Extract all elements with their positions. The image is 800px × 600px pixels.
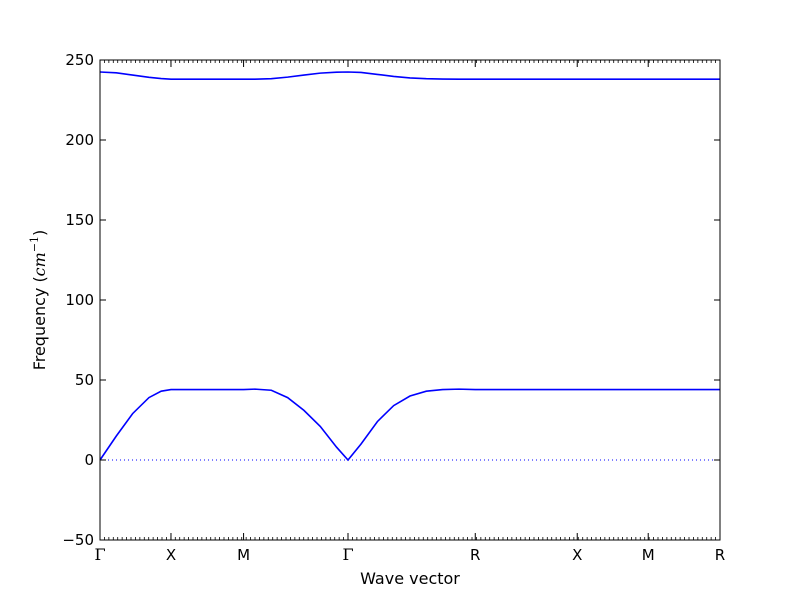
x-axis-label: Wave vector [360,569,460,588]
x-tick-label: X [572,546,582,564]
y-axis-ticks: −50 0 50 100 150 200 250 [62,51,720,549]
y-tick-label: 50 [75,371,94,389]
y-axis-label: Frequency (cm−1) [28,230,49,371]
x-tick-label: R [715,546,725,564]
x-tick-label: Γ [342,545,353,564]
y-tick-label: 100 [65,291,94,309]
x-tick-label: M [642,546,655,564]
y-tick-label: 0 [84,451,94,469]
y-axis-label-prefix: Frequency ( [30,276,49,370]
y-tick-label: 200 [65,131,94,149]
x-tick-label: M [237,546,250,564]
x-tick-label: Γ [94,545,105,564]
y-tick-label: −50 [62,531,94,549]
plot-area [100,60,720,540]
plot-frame [99,59,721,541]
y-axis-label-exponent: −1 [28,236,41,252]
y-axis-label-suffix: ) [30,230,49,236]
x-tick-label: R [470,546,480,564]
band-line-2 [99,71,720,80]
y-tick-label: 150 [65,211,94,229]
band-line-1 [99,388,720,462]
x-tick-label: X [166,546,176,564]
svg-text:Frequency (cm−1): Frequency (cm−1) [28,230,49,371]
data-lines [99,71,720,462]
y-axis-label-unit: cm [30,252,49,276]
y-tick-label: 250 [65,51,94,69]
